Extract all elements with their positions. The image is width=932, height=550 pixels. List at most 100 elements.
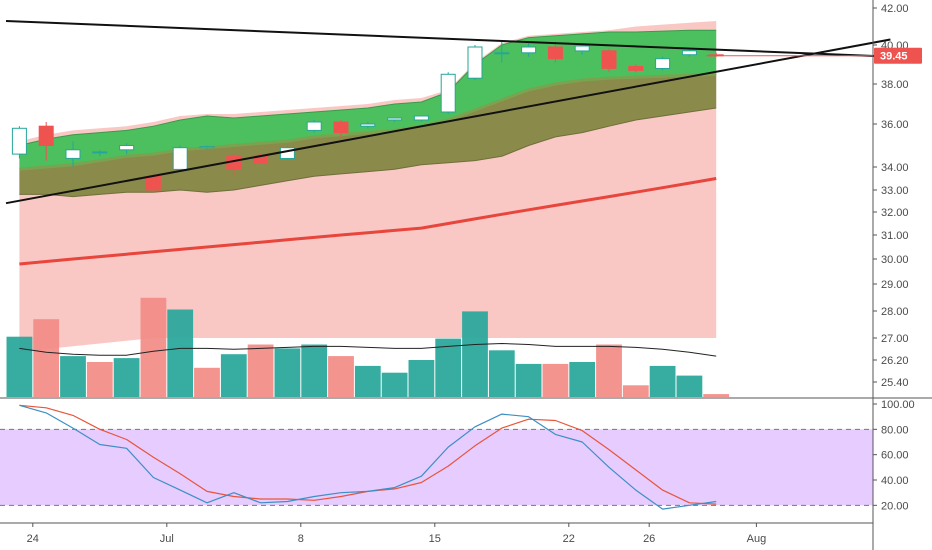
volume-bar [515, 363, 542, 397]
main-pane[interactable] [5, 20, 891, 397]
candle-body [681, 50, 697, 56]
candle-body [145, 175, 161, 191]
oscillator-pane[interactable] [0, 404, 873, 510]
candle [467, 45, 483, 81]
ma-slow-line [19, 177, 717, 266]
candle-body [521, 46, 537, 54]
osc-tick-label: 80.00 [881, 424, 909, 436]
candle [360, 122, 376, 129]
candle [333, 120, 349, 137]
price-axis[interactable]: 42.0040.0038.0036.0034.0033.0032.0031.00… [873, 3, 909, 389]
volume-bar [488, 350, 515, 397]
current-price-label: 39.45 [880, 51, 908, 63]
candle-body [92, 151, 108, 154]
volume-histogram [6, 297, 730, 397]
candle [601, 48, 617, 73]
osc-tick-label: 40.00 [881, 475, 909, 487]
osc-tick-label: 60.00 [881, 450, 909, 462]
candle [172, 145, 188, 172]
candle-body [574, 45, 590, 52]
volume-bar [408, 360, 435, 397]
candle [628, 64, 644, 73]
current-price-tag-bg [874, 47, 922, 64]
time-tick-label: Aug [747, 533, 767, 545]
trendline-upper[interactable] [5, 20, 891, 58]
volume-bar [194, 367, 220, 397]
price-tick-label: 42.00 [881, 3, 909, 15]
candle [521, 43, 537, 57]
candle [199, 145, 215, 150]
volume-bar [703, 394, 730, 397]
volume-bar [462, 311, 488, 397]
candle [387, 117, 403, 122]
price-tick-label: 36.00 [881, 119, 909, 131]
candle [681, 48, 697, 57]
time-tick-label: 24 [27, 533, 39, 545]
bb-upper-fill [19, 30, 717, 170]
volume-bar [167, 309, 194, 397]
candle [92, 149, 108, 157]
candle [413, 115, 429, 122]
volume-bar [86, 362, 113, 397]
price-tick-label: 32.00 [881, 207, 909, 219]
volume-bar [6, 336, 33, 397]
candle [547, 41, 563, 63]
volume-bar [622, 385, 649, 397]
trendline-lower[interactable] [5, 38, 891, 205]
osc-tick-label: 20.00 [881, 500, 909, 512]
candle [306, 120, 322, 133]
time-axis[interactable]: 24 Jul 8 15 22 26 Aug [27, 523, 767, 545]
candle-body [199, 146, 215, 149]
volume-bar [569, 362, 596, 397]
bb-lower-line [19, 107, 717, 198]
candle-body [38, 125, 54, 146]
trendlines[interactable] [5, 20, 891, 205]
time-tick-label: Jul [160, 533, 174, 545]
candle-body [11, 127, 27, 155]
candle-body [306, 121, 322, 131]
candle [655, 56, 671, 71]
time-tick-label: 26 [643, 533, 655, 545]
candle-body [172, 147, 188, 170]
price-tick-label: 38.00 [881, 79, 909, 91]
candle-body [494, 52, 510, 55]
volume-bar [676, 375, 703, 397]
candle [65, 141, 81, 167]
candle-body [360, 123, 376, 127]
candle-body [333, 121, 349, 134]
volume-bar [542, 363, 569, 397]
candle-body [440, 73, 456, 113]
price-tick-label: 34.00 [881, 162, 909, 174]
osc-tick-label: 100.00 [881, 399, 915, 411]
candlesticks [11, 41, 724, 193]
candle-body [65, 149, 81, 159]
candle-body [547, 46, 563, 60]
candle-body [601, 50, 617, 69]
stoch-k-line [19, 404, 717, 510]
candle [11, 126, 27, 159]
candle [279, 145, 295, 161]
price-tick-label: 30.00 [881, 254, 909, 266]
price-tick-label: 25.40 [881, 377, 909, 389]
volume-bar [649, 365, 676, 397]
price-tick-label: 29.00 [881, 279, 909, 291]
oscillator-axis[interactable]: 100.00 80.00 60.00 40.00 20.00 [873, 399, 915, 512]
volume-bar [328, 356, 354, 397]
candle [574, 45, 590, 55]
candle-body [119, 145, 135, 151]
volume-bar [247, 344, 274, 397]
price-tick-label: 27.00 [881, 333, 909, 345]
moving-averages [19, 72, 717, 266]
volume-bar [140, 297, 167, 397]
volume-bar [274, 348, 301, 397]
time-tick-label: 15 [429, 533, 441, 545]
volume-bar [33, 319, 60, 397]
candle-body [387, 117, 403, 121]
candle-body [655, 58, 671, 70]
price-tick-label: 28.00 [881, 306, 909, 318]
volume-bar [596, 344, 622, 397]
bb-upper-line [19, 29, 717, 146]
candle-body [413, 115, 429, 121]
volume-bar [435, 338, 462, 397]
